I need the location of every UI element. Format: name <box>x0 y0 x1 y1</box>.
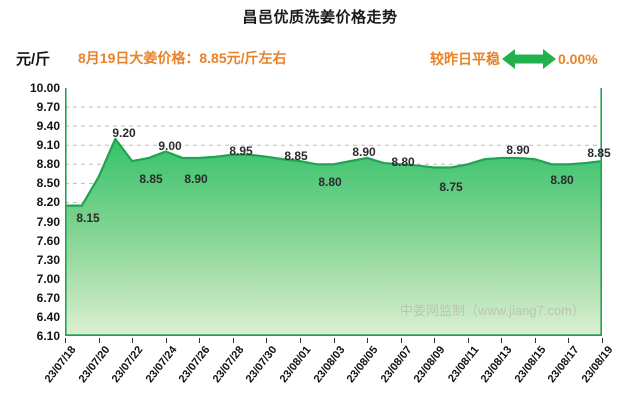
data-point-label: 8.80 <box>550 173 574 187</box>
y-tick-label: 8.50 <box>36 176 60 191</box>
x-tick-mark <box>199 338 201 343</box>
y-tick-label: 9.10 <box>36 138 60 153</box>
x-tick-label: 23/08/17 <box>546 344 582 386</box>
x-tick-label: 23/08/19 <box>579 344 616 386</box>
plot-area <box>65 88 602 336</box>
data-point-label: 9.20 <box>112 126 136 140</box>
x-axis-labels: 23/07/18 23/07/20 23/07/22 23/07/24 23/07/26… <box>0 338 640 410</box>
x-tick-label: 23/07/28 <box>210 344 247 386</box>
x-tick-mark <box>367 338 369 343</box>
x-tick-mark <box>299 338 301 343</box>
y-tick-label: 6.70 <box>36 290 60 305</box>
y-axis-labels: 10.00 9.70 9.40 9.10 8.80 8.50 8.20 7.90 7.60 7.3… <box>0 81 60 343</box>
change-annotation: 较昨日平稳 0.00% <box>430 48 598 70</box>
axis-lines <box>65 88 602 336</box>
x-tick-mark <box>602 338 603 343</box>
data-point-label: 8.75 <box>439 180 463 194</box>
x-tick-label: 23/08/09 <box>411 344 448 386</box>
y-tick-label: 9.40 <box>36 119 60 134</box>
x-tick-mark <box>98 338 100 343</box>
x-tick-mark <box>467 338 469 343</box>
y-tick-label: 7.60 <box>36 233 60 248</box>
y-tick-label: 8.80 <box>36 157 60 172</box>
x-tick-label: 23/08/15 <box>512 344 549 386</box>
data-point-label: 9.00 <box>158 139 182 153</box>
y-tick-label: 7.00 <box>36 271 60 286</box>
y-tick-label: 7.30 <box>36 252 60 267</box>
data-point-label: 8.95 <box>229 144 253 158</box>
series-area <box>65 138 602 336</box>
data-point-label: 8.80 <box>318 175 342 189</box>
x-tick-mark <box>333 338 335 343</box>
x-tick-label: 23/08/13 <box>478 344 515 386</box>
change-annotation-label: 较昨日平稳 <box>430 51 500 67</box>
data-point-label: 8.85 <box>587 146 611 160</box>
x-tick-label: 23/08/05 <box>344 344 381 386</box>
x-tick-mark <box>232 338 234 343</box>
y-tick-label: 10.00 <box>29 81 60 95</box>
change-percent-value: 0.00% <box>558 51 598 67</box>
data-point-label: 8.15 <box>76 211 100 225</box>
x-tick-mark <box>266 338 268 343</box>
x-tick-label: 23/07/22 <box>109 344 146 386</box>
series-line <box>65 137 602 207</box>
x-tick-label: 23/07/18 <box>42 344 79 386</box>
watermark: 中姜网监制（www.jiang7.com） <box>400 303 585 318</box>
x-tick-label: 23/08/07 <box>378 344 415 386</box>
data-point-label: 8.80 <box>391 155 415 169</box>
data-point-label: 8.90 <box>184 172 208 186</box>
data-point-label: 8.85 <box>139 172 163 186</box>
x-tick-label: 23/08/03 <box>311 344 347 386</box>
x-tick-label: 23/07/24 <box>143 344 180 386</box>
x-tick-label: 23/08/01 <box>277 344 314 386</box>
y-tick-label: 6.10 <box>36 329 60 343</box>
data-point-label: 8.85 <box>284 149 308 163</box>
x-tick-label: 23/07/20 <box>76 344 113 386</box>
x-tick-mark <box>132 338 134 343</box>
y-tick-label: 6.40 <box>36 309 60 324</box>
x-tick-label: 23/07/26 <box>176 344 213 386</box>
x-tick-mark <box>400 338 402 343</box>
x-tick-mark <box>165 338 167 343</box>
y-axis-unit-label: 元/斤 <box>16 51 51 68</box>
x-tick-mark <box>434 338 436 343</box>
x-tick-label: 23/08/11 <box>445 344 482 385</box>
price-annotation: 8月19日大姜价格：8.85元/斤左右 <box>78 50 287 66</box>
double-arrow-horizontal-icon <box>502 48 556 70</box>
x-tick-mark <box>534 338 536 343</box>
y-tick-label: 8.20 <box>36 195 60 210</box>
y-tick-label: 9.70 <box>36 100 60 115</box>
x-tick-mark <box>568 338 570 343</box>
data-point-label: 8.90 <box>352 145 376 159</box>
x-tick-label: 23/07/30 <box>244 344 280 386</box>
x-tick-mark <box>65 338 66 343</box>
x-tick-mark <box>501 338 503 343</box>
data-point-label: 8.90 <box>506 143 530 157</box>
y-tick-label: 7.90 <box>36 214 60 229</box>
page-title: 昌邑优质洗姜价格走势 <box>242 9 398 26</box>
